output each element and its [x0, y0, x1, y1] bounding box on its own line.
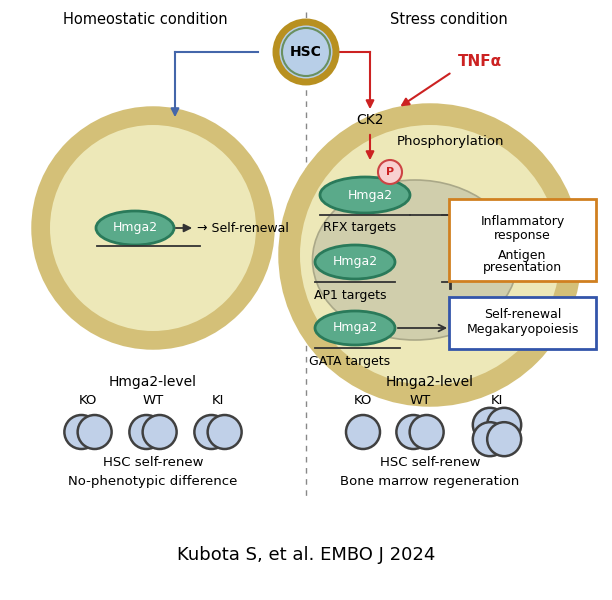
Circle shape [276, 22, 336, 82]
Text: KO: KO [354, 394, 372, 407]
Text: HSC self-renew: HSC self-renew [380, 457, 480, 469]
Circle shape [397, 415, 430, 449]
Circle shape [282, 28, 330, 76]
Circle shape [78, 415, 111, 449]
Circle shape [195, 415, 228, 449]
Circle shape [33, 108, 273, 348]
FancyBboxPatch shape [449, 297, 596, 349]
Text: Megakaryopoiesis: Megakaryopoiesis [466, 323, 579, 337]
Text: RFX targets: RFX targets [323, 220, 397, 233]
Text: HSC self-renew: HSC self-renew [103, 457, 203, 469]
Circle shape [409, 415, 444, 449]
Text: GATA targets: GATA targets [310, 355, 390, 367]
Circle shape [487, 408, 521, 442]
Text: KI: KI [491, 394, 503, 407]
Text: WT: WT [143, 394, 163, 407]
Text: AP1 targets: AP1 targets [314, 289, 386, 301]
Text: Hmga2-level: Hmga2-level [109, 375, 197, 389]
Circle shape [473, 408, 507, 442]
Text: Bone marrow regeneration: Bone marrow regeneration [340, 475, 520, 488]
Text: → Self-renewal: → Self-renewal [197, 221, 289, 235]
Circle shape [473, 422, 507, 456]
Circle shape [300, 125, 560, 385]
Circle shape [378, 160, 402, 184]
Ellipse shape [96, 211, 174, 245]
Text: Hmga2-level: Hmga2-level [386, 375, 474, 389]
Circle shape [487, 422, 521, 456]
Text: presentation: presentation [483, 262, 562, 275]
Ellipse shape [313, 180, 518, 340]
Ellipse shape [315, 311, 395, 345]
Ellipse shape [320, 177, 410, 213]
Circle shape [280, 105, 580, 405]
Text: P: P [386, 167, 394, 177]
Text: Phosphorylation: Phosphorylation [396, 136, 504, 148]
Circle shape [50, 125, 256, 331]
Text: KI: KI [212, 394, 224, 407]
Circle shape [64, 415, 99, 449]
Text: Hmga2: Hmga2 [113, 221, 157, 235]
Text: response: response [494, 229, 551, 242]
Text: CK2: CK2 [356, 113, 384, 127]
Circle shape [129, 415, 163, 449]
Text: Hmga2: Hmga2 [332, 322, 378, 335]
Text: Kubota S, et al. EMBO J 2024: Kubota S, et al. EMBO J 2024 [177, 546, 435, 564]
Text: KO: KO [79, 394, 97, 407]
Text: Inflammatory: Inflammatory [480, 215, 565, 229]
Text: Hmga2: Hmga2 [348, 188, 392, 202]
FancyBboxPatch shape [449, 199, 596, 281]
Text: Self-renewal: Self-renewal [484, 307, 561, 320]
Circle shape [346, 415, 380, 449]
Text: Stress condition: Stress condition [390, 13, 508, 28]
Text: Hmga2: Hmga2 [332, 256, 378, 269]
Text: No-phenotypic difference: No-phenotypic difference [69, 475, 237, 488]
Text: TNFα: TNFα [458, 55, 502, 70]
Circle shape [143, 415, 177, 449]
Text: Homeostatic condition: Homeostatic condition [62, 13, 227, 28]
Ellipse shape [315, 245, 395, 279]
Text: WT: WT [409, 394, 431, 407]
Text: HSC: HSC [290, 45, 322, 59]
Text: Antigen: Antigen [498, 248, 547, 262]
Circle shape [207, 415, 242, 449]
